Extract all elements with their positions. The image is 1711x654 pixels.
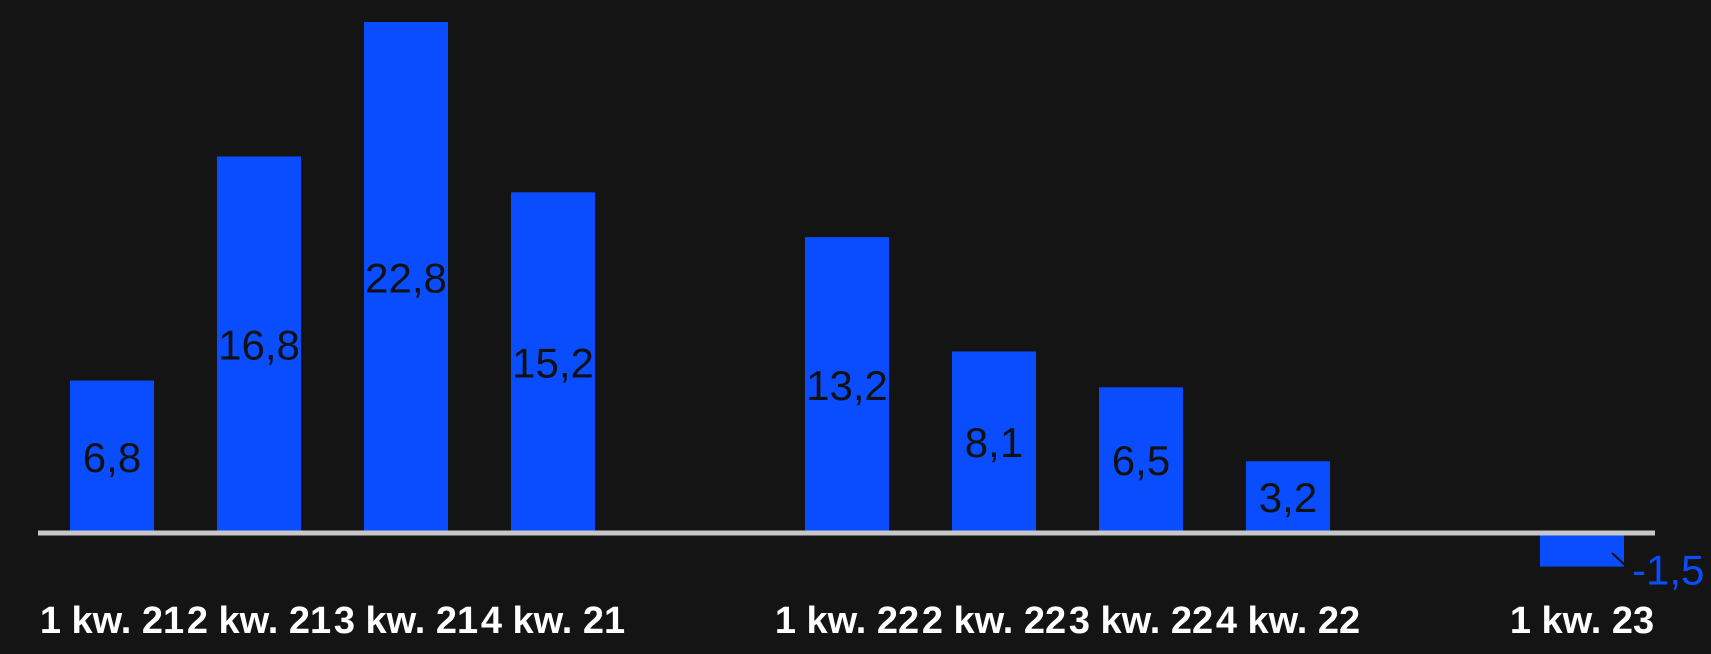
bar: [1540, 533, 1624, 567]
bar-value-label: 6,8: [83, 434, 141, 481]
bars-layer: [70, 22, 1624, 567]
bar-value-label: 22,8: [365, 255, 447, 302]
x-tick-label: 2 kw. 21: [187, 600, 331, 642]
x-tick-label: 4 kw. 21: [481, 600, 625, 642]
bar-value-label: 8,1: [965, 419, 1023, 466]
value-labels-layer: 6,8 16,8 22,8 15,2 13,2 8,1 6,5 3,2 -1,5: [83, 255, 1705, 594]
bar-value-label: 13,2: [806, 362, 888, 409]
x-tick-label: 3 kw. 21: [334, 600, 478, 642]
x-tick-label: 4 kw. 22: [1216, 600, 1360, 642]
bar-value-label: 15,2: [512, 340, 594, 387]
bar-value-label: 6,5: [1112, 437, 1170, 484]
bar-value-label: -1,5: [1632, 547, 1704, 594]
x-tick-labels-layer: 1 kw. 21 2 kw. 21 3 kw. 21 4 kw. 21 1 kw. 22…: [40, 600, 1654, 642]
bar-value-label: 16,8: [218, 322, 300, 369]
x-tick-label: 1 kw. 21: [40, 600, 184, 642]
x-tick-label: 3 kw. 22: [1069, 600, 1213, 642]
x-tick-label: 1 kw. 22: [775, 600, 919, 642]
bar-value-label: 3,2: [1259, 474, 1317, 521]
x-tick-label: 2 kw. 22: [922, 600, 1066, 642]
x-tick-label: 1 kw. 23: [1510, 600, 1654, 642]
